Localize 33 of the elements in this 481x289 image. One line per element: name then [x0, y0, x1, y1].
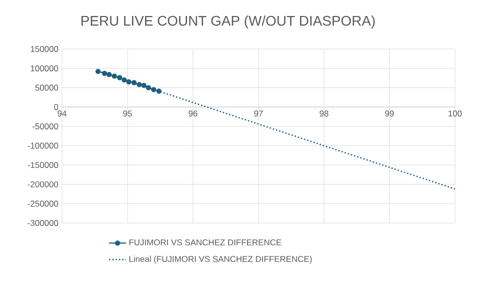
point [112, 73, 117, 79]
y-tick-label: -50000 [32, 123, 58, 130]
y-tick-label: 50000 [35, 84, 58, 91]
point [136, 82, 142, 88]
x-tick-label: 100 [448, 110, 462, 117]
x-tick-label: 99 [385, 110, 394, 117]
y-tick-label: 0 [54, 104, 58, 110]
y-tick-label: -300000 [28, 220, 58, 226]
y-tick-label: -200000 [28, 181, 58, 188]
y-tick-label: -100000 [28, 142, 58, 149]
point [95, 68, 101, 74]
x-tick-label: 97 [254, 110, 263, 117]
legend-label: FUJIMORI VS SANCHEZ DIFFERENCE [129, 239, 282, 246]
legend-label: Lineal (FUJIMORI VS SANCHEZ DIFFERENCE) [129, 256, 312, 264]
point [156, 88, 162, 94]
point [102, 70, 108, 76]
point [117, 75, 122, 80]
x-tick-label: 96 [188, 110, 198, 117]
x-tick-label: 94 [58, 110, 66, 117]
y-tick-label: 100000 [30, 65, 58, 72]
y-tick-label: -150000 [28, 162, 58, 168]
point [131, 80, 137, 86]
y-tick-label: -250000 [28, 200, 58, 207]
x-tick-label: 98 [320, 110, 328, 117]
point [106, 72, 112, 78]
point [151, 87, 156, 92]
point [146, 85, 152, 90]
point [126, 79, 132, 84]
y-tick-label: 150000 [30, 46, 58, 52]
chart-title: PERU LIVE COUNT GAP (W/OUT DIASPORA) [82, 15, 375, 28]
point [122, 77, 127, 83]
x-tick-label: 95 [123, 110, 132, 117]
point [141, 82, 146, 88]
